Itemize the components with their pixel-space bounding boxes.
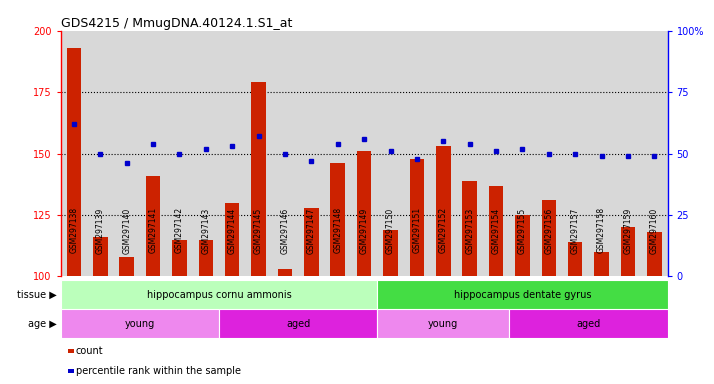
Bar xyxy=(509,309,668,338)
Bar xyxy=(620,227,635,276)
Text: hippocampus dentate gyrus: hippocampus dentate gyrus xyxy=(453,290,591,300)
Bar xyxy=(377,280,668,309)
Bar xyxy=(436,146,451,276)
Text: GSM297138: GSM297138 xyxy=(69,207,79,253)
Text: GSM297153: GSM297153 xyxy=(466,207,474,253)
Bar xyxy=(225,203,239,276)
Text: GSM297148: GSM297148 xyxy=(333,207,342,253)
Text: GSM297154: GSM297154 xyxy=(491,207,501,253)
Bar xyxy=(198,240,213,276)
Bar xyxy=(377,309,509,338)
Text: aged: aged xyxy=(286,318,311,329)
Bar xyxy=(331,164,345,276)
Bar xyxy=(61,280,377,309)
Text: tissue ▶: tissue ▶ xyxy=(17,290,57,300)
Bar xyxy=(647,232,662,276)
Bar xyxy=(93,237,108,276)
Bar xyxy=(251,82,266,276)
Text: GSM297155: GSM297155 xyxy=(518,207,527,253)
Text: GSM297145: GSM297145 xyxy=(254,207,263,253)
Text: young: young xyxy=(428,318,458,329)
Bar xyxy=(383,230,398,276)
Bar xyxy=(304,208,318,276)
Text: GSM297157: GSM297157 xyxy=(570,207,580,253)
Bar xyxy=(357,151,371,276)
Text: GSM297143: GSM297143 xyxy=(201,207,211,253)
Text: GSM297140: GSM297140 xyxy=(122,207,131,253)
Bar xyxy=(516,215,530,276)
Bar xyxy=(66,48,81,276)
Bar xyxy=(172,240,186,276)
Text: count: count xyxy=(76,346,103,356)
Text: aged: aged xyxy=(576,318,600,329)
Text: GDS4215 / MmugDNA.40124.1.S1_at: GDS4215 / MmugDNA.40124.1.S1_at xyxy=(61,17,292,30)
Text: hippocampus cornu ammonis: hippocampus cornu ammonis xyxy=(146,290,291,300)
Text: GSM297139: GSM297139 xyxy=(96,207,105,253)
Text: GSM297156: GSM297156 xyxy=(544,207,553,253)
Text: GSM297142: GSM297142 xyxy=(175,207,184,253)
Text: GSM297160: GSM297160 xyxy=(650,207,659,253)
Text: percentile rank within the sample: percentile rank within the sample xyxy=(76,366,241,376)
Bar xyxy=(489,185,503,276)
Text: GSM297147: GSM297147 xyxy=(307,207,316,253)
Text: GSM297158: GSM297158 xyxy=(597,207,606,253)
Bar xyxy=(61,309,219,338)
Bar xyxy=(463,180,477,276)
Bar xyxy=(278,269,292,276)
Text: GSM297159: GSM297159 xyxy=(623,207,633,253)
Bar xyxy=(219,309,377,338)
Bar xyxy=(146,176,161,276)
Bar xyxy=(410,159,424,276)
Text: GSM297151: GSM297151 xyxy=(413,207,421,253)
Text: GSM297146: GSM297146 xyxy=(281,207,289,253)
Bar xyxy=(568,242,583,276)
Text: age ▶: age ▶ xyxy=(29,318,57,329)
Text: GSM297152: GSM297152 xyxy=(439,207,448,253)
Bar xyxy=(119,257,134,276)
Text: young: young xyxy=(125,318,155,329)
Text: GSM297141: GSM297141 xyxy=(149,207,158,253)
Text: GSM297149: GSM297149 xyxy=(360,207,368,253)
Bar xyxy=(542,200,556,276)
Bar xyxy=(594,252,609,276)
Text: GSM297150: GSM297150 xyxy=(386,207,395,253)
Text: GSM297144: GSM297144 xyxy=(228,207,237,253)
